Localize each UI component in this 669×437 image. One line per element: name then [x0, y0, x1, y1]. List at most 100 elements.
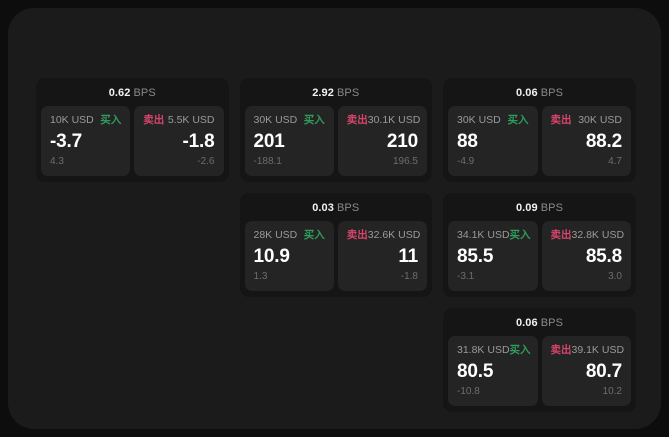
column-2: 2.92 BPS 30K USD 买入 201 -188.1 卖出 30.1K USD 210 1… — [239, 78, 432, 297]
bps-value: 2.92 — [312, 87, 334, 99]
sell-side-label: 卖出 — [550, 229, 572, 241]
card-bps-header: 0.06 BPS — [448, 84, 631, 106]
quote-value: 10.9 — [253, 246, 290, 267]
quote-tile-sell[interactable]: 卖出 30K USD 88.2 4.7 — [541, 106, 631, 176]
quote-delta: -3.1 — [457, 271, 475, 282]
order-size-label: 10K USD — [50, 114, 94, 126]
buy-side-label: 买入 — [303, 114, 325, 126]
buy-side-label: 买入 — [507, 114, 529, 126]
tile-header: 卖出 30K USD — [551, 114, 623, 127]
card-bps-header: 0.03 BPS — [245, 199, 428, 221]
quote-value: 88.2 — [585, 131, 622, 152]
quote-delta: -10.8 — [457, 386, 480, 397]
order-size-label: 32.6K USD — [367, 229, 421, 241]
quote-card[interactable]: 0.06 BPS 31.8K USD 买入 80.5 -10.8 卖出 39.1K USD 80… — [443, 308, 636, 412]
buy-side-label: 买入 — [509, 229, 531, 241]
tile-header: 30K USD 买入 — [254, 114, 325, 127]
sell-side-label: 卖出 — [346, 229, 368, 241]
bps-unit-label: BPS — [337, 202, 360, 214]
tile-header: 卖出 39.1K USD — [550, 344, 625, 357]
quote-delta: -1.8 — [400, 271, 418, 282]
order-size-label: 28K USD — [253, 229, 298, 241]
tile-header: 卖出 32.8K USD — [550, 229, 625, 242]
quote-value: 88 — [457, 131, 478, 152]
sell-side-label: 卖出 — [346, 114, 368, 126]
order-size-label: 34.1K USD — [457, 229, 510, 241]
bps-unit-label: BPS — [540, 317, 564, 329]
tile-row: 10K USD 买入 -3.7 4.3 卖出 5.5K USD -1.8 -2.6 — [41, 106, 224, 176]
bps-unit-label: BPS — [133, 87, 156, 99]
tile-header: 31.8K USD 买入 — [457, 344, 531, 357]
tile-header: 30K USD 买入 — [457, 114, 529, 127]
quote-tile-sell[interactable]: 卖出 39.1K USD 80.7 10.2 — [541, 336, 631, 406]
quote-card[interactable]: 0.09 BPS 34.1K USD 买入 85.5 -3.1 卖出 32.8K USD 85.… — [443, 193, 636, 297]
order-size-label: 30K USD — [253, 114, 298, 126]
tile-header: 10K USD 买入 — [50, 114, 121, 127]
quote-delta: -4.9 — [457, 156, 475, 167]
quote-value: 80.5 — [457, 361, 494, 382]
buy-side-label: 买入 — [509, 344, 531, 356]
tile-row: 30K USD 买入 201 -188.1 卖出 30.1K USD 210 196.5 — [244, 106, 427, 176]
buy-side-label: 买入 — [100, 114, 122, 126]
app-panel: 0.62 BPS 10K USD 买入 -3.7 4.3 卖出 5.5K USD -1.8 -2.… — [8, 8, 661, 429]
quote-delta: 1.3 — [253, 271, 268, 282]
quote-card[interactable]: 2.92 BPS 30K USD 买入 201 -188.1 卖出 30.1K USD 210 1… — [239, 78, 432, 182]
buy-side-label: 买入 — [303, 229, 325, 241]
quote-tile-buy[interactable]: 31.8K USD 买入 80.5 -10.8 — [448, 336, 538, 406]
tile-row: 30K USD 买入 88 -4.9 卖出 30K USD 88.2 4.7 — [448, 106, 631, 176]
tile-row: 34.1K USD 买入 85.5 -3.1 卖出 32.8K USD 85.8 3.0 — [448, 221, 631, 291]
quote-delta: 4.3 — [50, 156, 64, 167]
bps-value: 0.06 — [515, 87, 538, 99]
quote-value: 11 — [398, 246, 418, 267]
quote-tile-buy[interactable]: 34.1K USD 买入 85.5 -3.1 — [448, 221, 538, 291]
quote-tile-buy[interactable]: 30K USD 买入 201 -188.1 — [244, 106, 334, 176]
sell-side-label: 卖出 — [550, 344, 572, 356]
quote-tile-buy[interactable]: 10K USD 买入 -3.7 4.3 — [41, 106, 131, 176]
quote-value: 210 — [386, 131, 418, 152]
bps-unit-label: BPS — [540, 202, 564, 214]
quote-card[interactable]: 0.62 BPS 10K USD 买入 -3.7 4.3 卖出 5.5K USD -1.8 -2.… — [36, 78, 229, 182]
tile-header: 卖出 32.6K USD — [346, 229, 421, 242]
tile-header: 卖出 30.1K USD — [346, 114, 421, 127]
quote-delta: -188.1 — [253, 156, 282, 167]
tile-header: 34.1K USD 买入 — [457, 229, 531, 242]
order-size-label: 32.8K USD — [571, 229, 625, 241]
bps-value: 0.06 — [515, 317, 538, 329]
quote-tile-sell[interactable]: 卖出 32.8K USD 85.8 3.0 — [541, 221, 631, 291]
column-3: 0.06 BPS 30K USD 买入 88 -4.9 卖出 30K USD 88.2 4.7 0.… — [443, 78, 636, 412]
quote-tile-sell[interactable]: 卖出 30.1K USD 210 196.5 — [337, 106, 427, 176]
order-size-label: 30K USD — [578, 114, 622, 126]
bps-value: 0.09 — [515, 202, 538, 214]
quote-delta: 3.0 — [608, 271, 622, 282]
card-bps-header: 2.92 BPS — [245, 84, 428, 106]
bps-unit-label: BPS — [337, 87, 360, 99]
tile-header: 卖出 5.5K USD — [143, 114, 214, 127]
quote-tile-buy[interactable]: 28K USD 买入 10.9 1.3 — [244, 221, 334, 291]
sell-side-label: 卖出 — [143, 114, 165, 126]
tile-row: 28K USD 买入 10.9 1.3 卖出 32.6K USD 11 -1.8 — [244, 221, 427, 291]
card-bps-header: 0.62 BPS — [41, 84, 224, 106]
quote-value: -3.7 — [50, 131, 82, 152]
bps-unit-label: BPS — [540, 87, 564, 99]
quote-value: 80.7 — [585, 361, 622, 382]
tile-header: 28K USD 买入 — [254, 229, 325, 242]
bps-value: 0.62 — [108, 87, 131, 99]
quote-tile-sell[interactable]: 卖出 32.6K USD 11 -1.8 — [337, 221, 427, 291]
quote-board: 0.62 BPS 10K USD 买入 -3.7 4.3 卖出 5.5K USD -1.8 -2.… — [36, 78, 636, 412]
card-bps-header: 0.06 BPS — [448, 314, 631, 336]
quote-card[interactable]: 0.03 BPS 28K USD 买入 10.9 1.3 卖出 32.6K USD 11 -1.8 — [239, 193, 432, 297]
quote-delta: 4.7 — [608, 156, 622, 167]
order-size-label: 30.1K USD — [367, 114, 421, 126]
order-size-label: 39.1K USD — [571, 344, 625, 356]
quote-value: 85.5 — [457, 246, 494, 267]
order-size-label: 30K USD — [457, 114, 501, 126]
quote-value: 85.8 — [585, 246, 622, 267]
sell-side-label: 卖出 — [550, 114, 572, 126]
quote-tile-buy[interactable]: 30K USD 买入 88 -4.9 — [448, 106, 538, 176]
quote-card[interactable]: 0.06 BPS 30K USD 买入 88 -4.9 卖出 30K USD 88.2 4.7 — [443, 78, 636, 182]
tile-row: 31.8K USD 买入 80.5 -10.8 卖出 39.1K USD 80.7 10.2 — [448, 336, 631, 406]
column-1: 0.62 BPS 10K USD 买入 -3.7 4.3 卖出 5.5K USD -1.8 -2.… — [36, 78, 229, 182]
quote-delta: 196.5 — [392, 156, 418, 167]
quote-tile-sell[interactable]: 卖出 5.5K USD -1.8 -2.6 — [134, 106, 224, 176]
bps-value: 0.03 — [312, 202, 334, 214]
